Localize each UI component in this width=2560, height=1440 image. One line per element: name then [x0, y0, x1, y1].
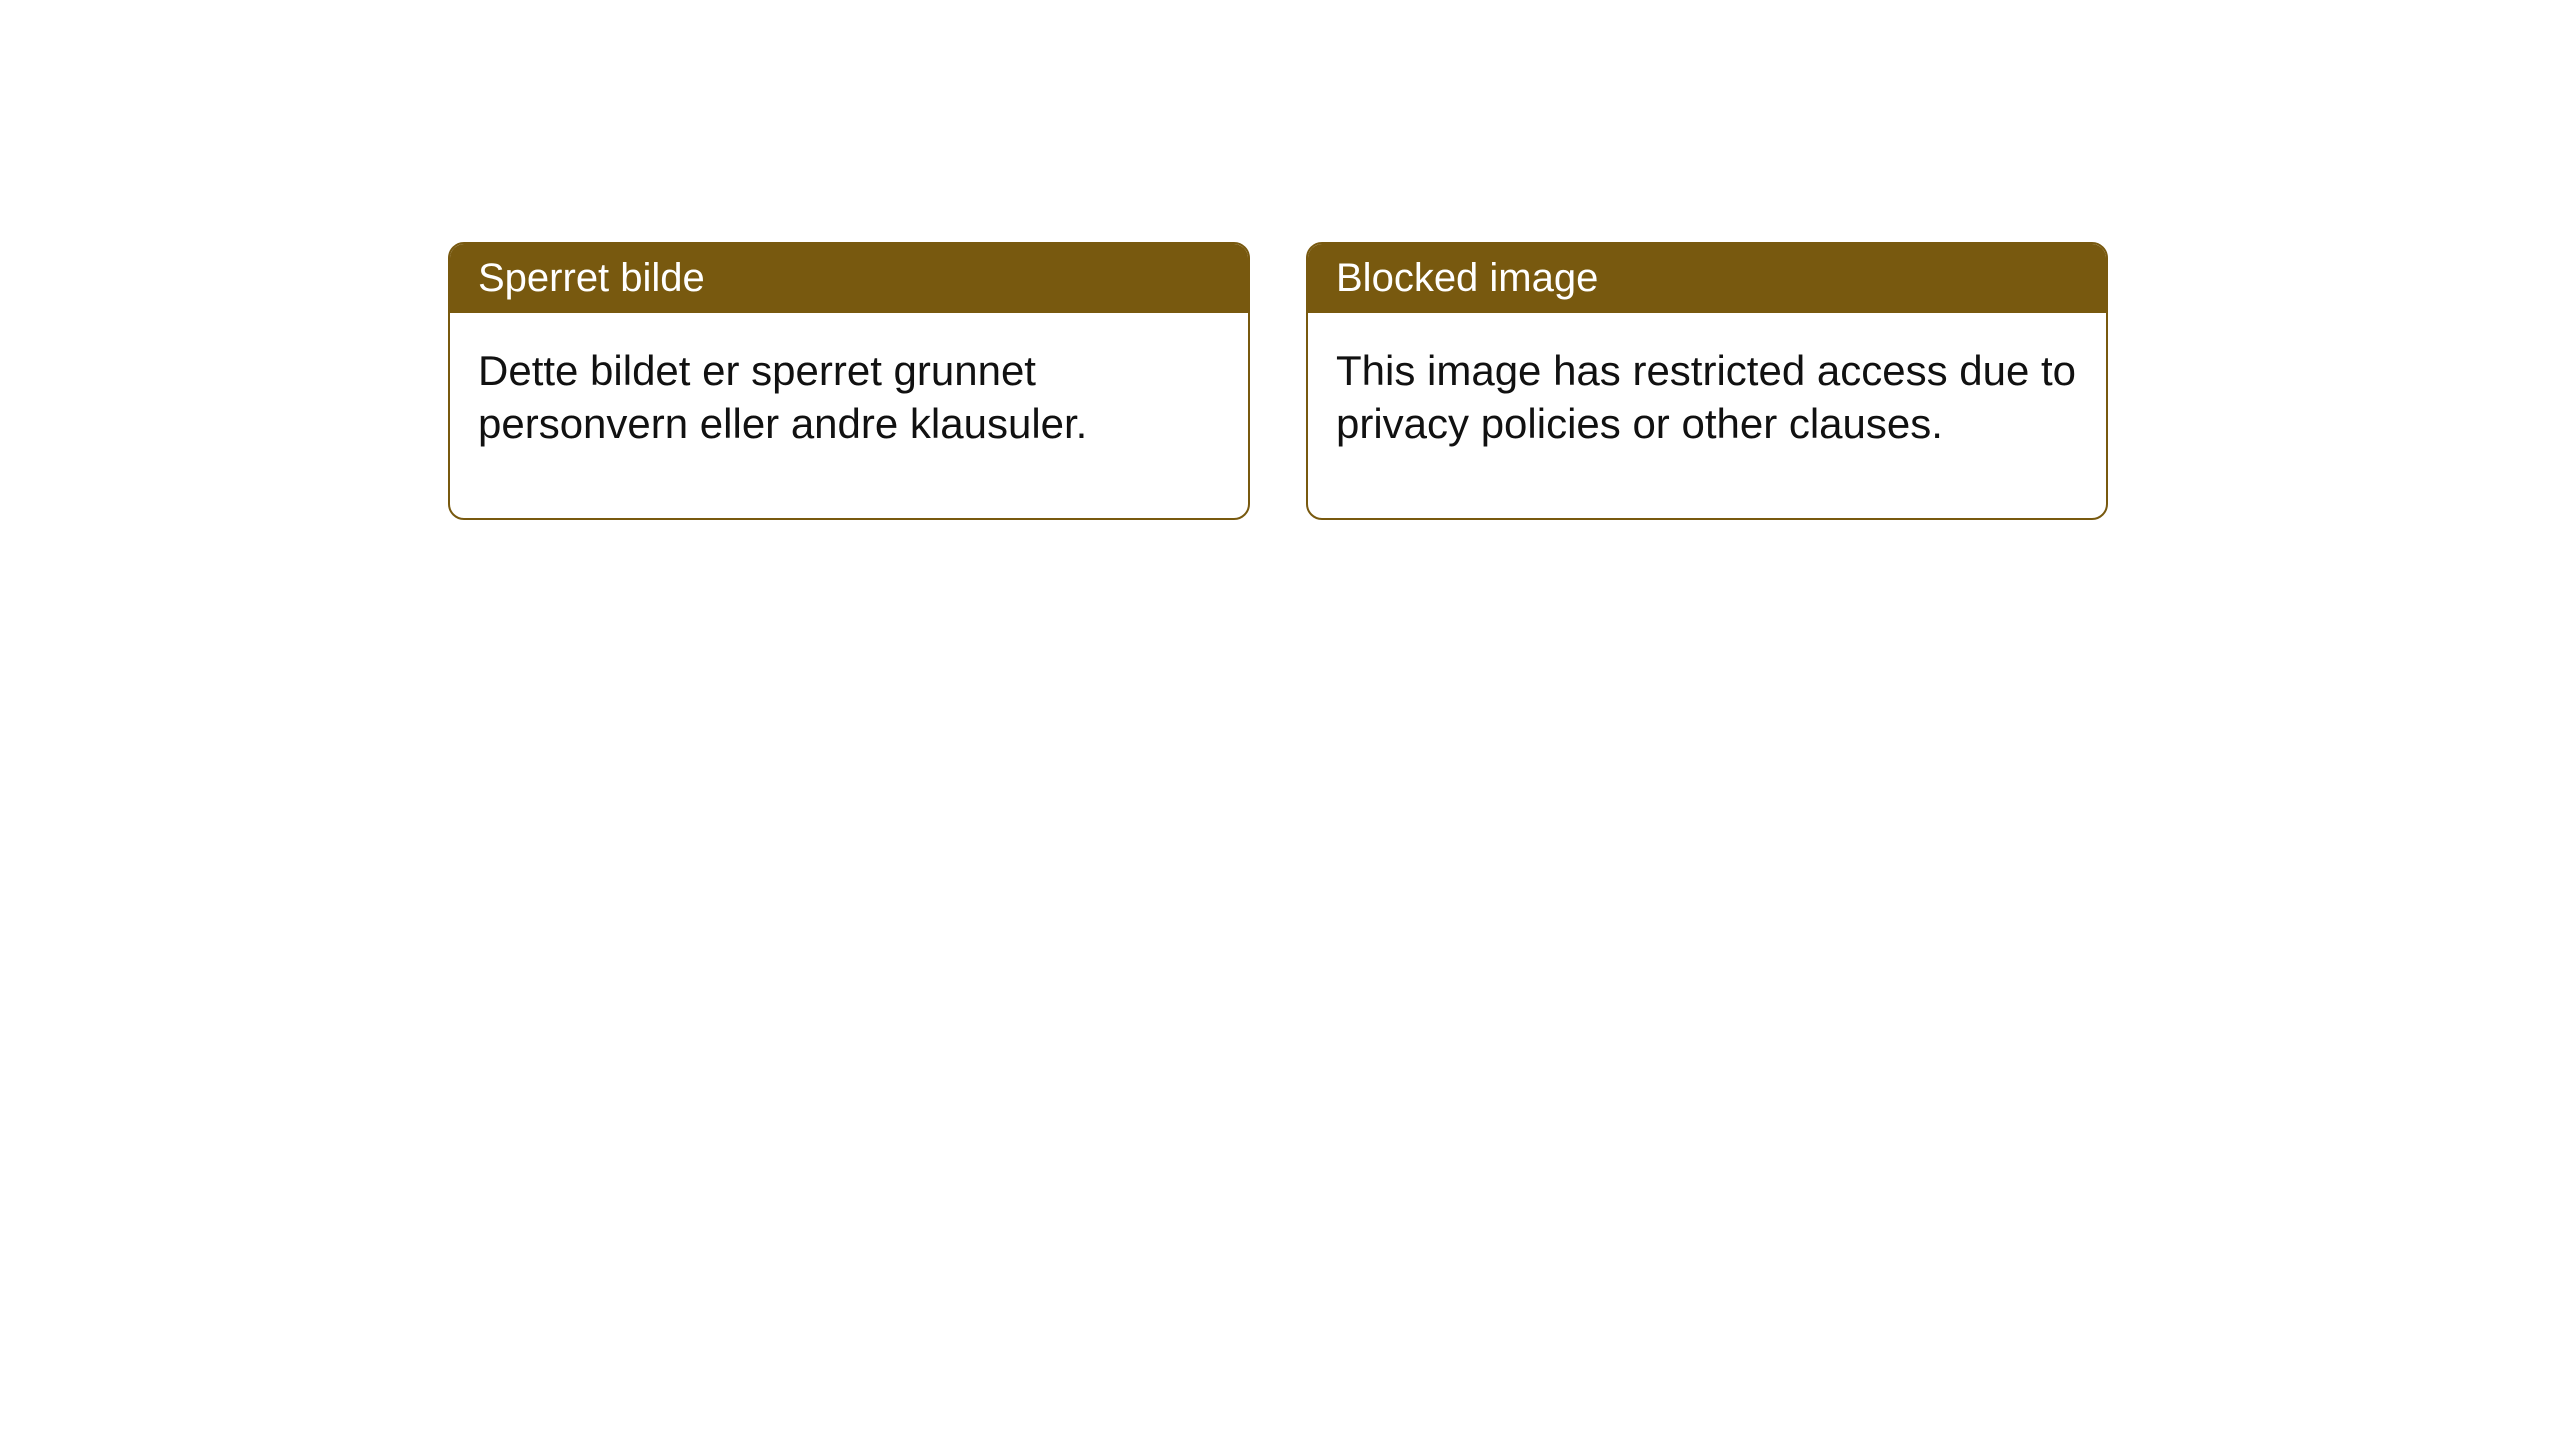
card-title-en: Blocked image: [1336, 256, 1598, 300]
card-body-no: Dette bildet er sperret grunnet personve…: [450, 313, 1248, 518]
card-body-en: This image has restricted access due to …: [1308, 313, 2106, 518]
card-text-en: This image has restricted access due to …: [1336, 347, 2076, 447]
notice-container: Sperret bilde Dette bildet er sperret gr…: [448, 242, 2108, 520]
card-title-no: Sperret bilde: [478, 256, 705, 300]
card-header-en: Blocked image: [1308, 244, 2106, 313]
card-text-no: Dette bildet er sperret grunnet personve…: [478, 347, 1087, 447]
blocked-image-card-no: Sperret bilde Dette bildet er sperret gr…: [448, 242, 1250, 520]
card-header-no: Sperret bilde: [450, 244, 1248, 313]
blocked-image-card-en: Blocked image This image has restricted …: [1306, 242, 2108, 520]
